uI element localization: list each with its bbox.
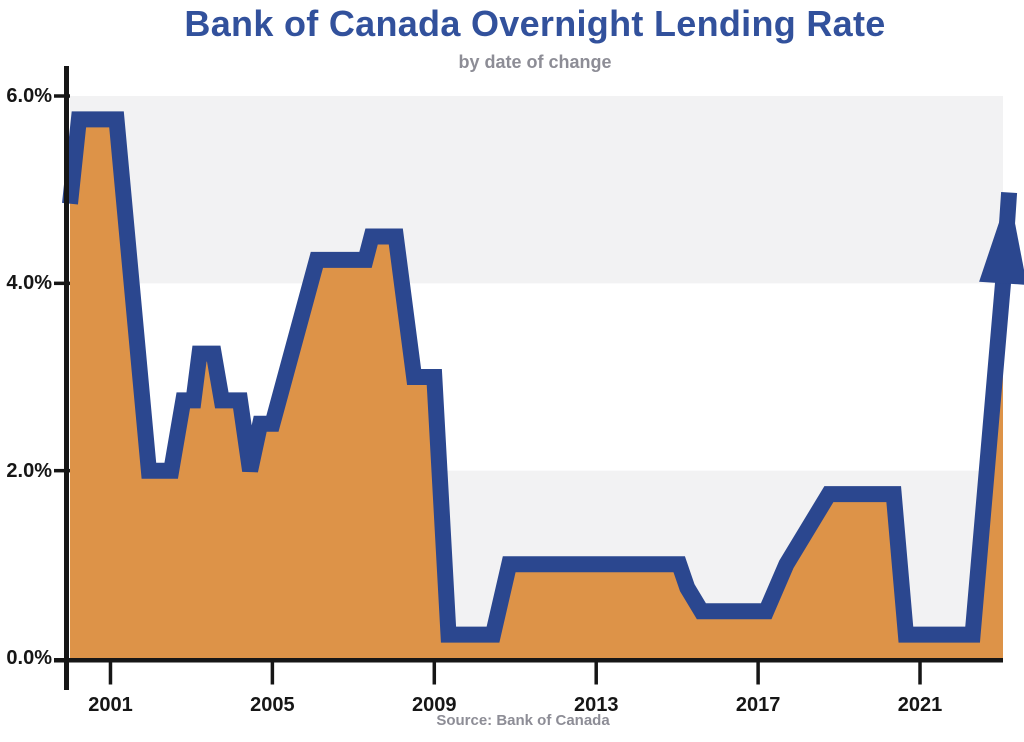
x-tick-label-2009: 2009: [412, 694, 457, 716]
trend-arrowhead-icon: [979, 192, 1024, 285]
y-tick-label-2.0%: 2.0%: [6, 459, 52, 482]
y-tick-label-4.0%: 4.0%: [6, 272, 52, 295]
band-4-6: [70, 96, 1003, 284]
y-tick-2.0%: [54, 468, 70, 473]
y-tick-4.0%: [54, 281, 70, 286]
x-tick-2009: [432, 662, 437, 685]
x-tick-label-2017: 2017: [735, 694, 781, 716]
x-tick-label-2001: 2001: [88, 694, 133, 716]
y-tick-label-0.0%: 0.0%: [6, 647, 52, 669]
chart-title: Bank of Canada Overnight Lending Rate: [184, 3, 886, 44]
x-axis-line: [54, 658, 1003, 663]
x-tick-label-2005: 2005: [250, 694, 295, 716]
y-axis-line: [64, 66, 69, 690]
x-tick-label-2021: 2021: [897, 694, 943, 716]
x-tick-2005: [270, 662, 275, 685]
x-tick-2013: [594, 662, 598, 685]
source-caption: Source: Bank of Canada: [436, 712, 610, 729]
x-tick-2017: [756, 662, 760, 685]
x-tick-label-2013: 2013: [573, 694, 619, 716]
rate-area-fill: [70, 119, 1003, 658]
x-tick-2001: [108, 662, 113, 685]
y-tick-label-6.0%: 6.0%: [6, 85, 52, 107]
rate-line: [62, 111, 1018, 643]
x-tick-2021: [918, 662, 922, 685]
chart-subtitle: by date of change: [458, 52, 612, 72]
y-tick-6.0%: [54, 94, 70, 98]
